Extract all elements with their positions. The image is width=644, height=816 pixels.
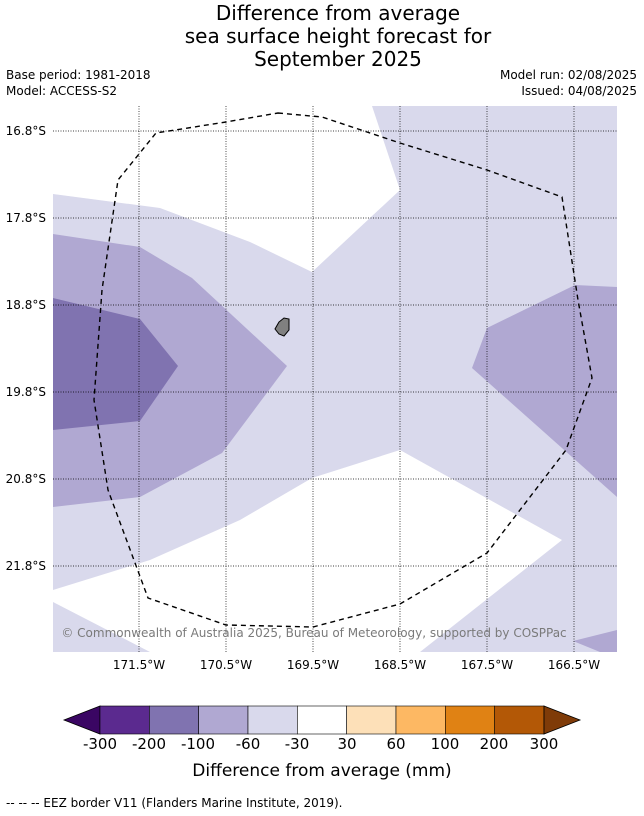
issued-date: Issued: 04/08/2025 (521, 84, 637, 98)
meta-right: Model run: 02/08/2025 Issued: 04/08/2025 (500, 67, 637, 99)
anomaly-band-southeast (573, 630, 617, 652)
colorbar-tick: -200 (131, 735, 167, 753)
lat-label: 17.8°S (6, 211, 46, 225)
niue-island (274, 317, 290, 337)
colorbar-cell (247, 705, 298, 735)
colorbar-cell (346, 705, 397, 735)
colorbar-tick: 300 (529, 735, 559, 753)
colorbar-cell (297, 705, 347, 735)
title-line-2: sea surface height forecast for (184, 24, 492, 48)
colorbar-cells (99, 705, 545, 735)
colorbar-tick: -30 (284, 735, 310, 753)
colorbar-extend-high (543, 705, 582, 735)
lat-labels: 16.8°S 17.8°S 18.8°S 19.8°S 20.8°S 21.8°… (6, 124, 46, 573)
colorbar-cell (198, 705, 249, 735)
colorbar-cell (99, 705, 150, 735)
map-copyright: © Commonwealth of Australia 2025, Bureau… (61, 626, 566, 640)
colorbar-cell (149, 705, 199, 735)
lon-label: 171.5°W (113, 658, 165, 672)
model-name: Model: ACCESS-S2 (6, 84, 118, 98)
anomaly-core-west (53, 298, 178, 430)
lon-label: 168.5°W (374, 658, 426, 672)
meta-left: Base period: 1981-2018 Model: ACCESS-S2 (6, 67, 151, 99)
colorbar-extend-low (62, 705, 101, 735)
colorbar-cell (395, 705, 446, 735)
anomaly-white-north (53, 106, 400, 272)
lon-labels: 171.5°W 170.5°W 169.5°W 168.5°W 167.5°W … (113, 658, 600, 672)
map-title: Difference from average sea surface heig… (0, 2, 644, 71)
lon-label: 170.5°W (200, 658, 252, 672)
anomaly-white-south (53, 450, 562, 652)
model-run: Model run: 02/08/2025 (499, 68, 637, 82)
colorbar-tick: 60 (386, 735, 406, 753)
title-line-3: September 2025 (254, 47, 422, 71)
colorbar-tick: 30 (337, 735, 357, 753)
eez-legend-note: -- -- -- EEZ border V11 (Flanders Marine… (6, 796, 343, 810)
colorbar (62, 705, 582, 735)
grid-lines (53, 106, 617, 652)
eez-border (93, 112, 593, 628)
colorbar-cell (494, 705, 545, 735)
colorbar-tick: -100 (180, 735, 216, 753)
lat-label: 19.8°S (6, 385, 46, 399)
lat-label: 21.8°S (6, 559, 46, 573)
anomaly-band-east (472, 285, 617, 497)
lon-label: 167.5°W (461, 658, 513, 672)
lat-label: 18.8°S (6, 298, 46, 312)
forecast-map[interactable]: © Commonwealth of Australia 2025, Bureau… (0, 100, 644, 680)
colorbar-cell (445, 705, 495, 735)
colorbar-tick: -300 (82, 735, 118, 753)
colorbar-label: Difference from average (mm) (192, 761, 452, 781)
colorbar-ticks: -300 -200 -100 -60 -30 30 60 100 200 300 (0, 735, 644, 755)
colorbar-tick: -60 (235, 735, 261, 753)
lat-label: 20.8°S (6, 472, 46, 486)
lat-label: 16.8°S (6, 124, 46, 138)
colorbar-tick: 100 (430, 735, 460, 753)
lon-label: 166.5°W (548, 658, 600, 672)
base-period: Base period: 1981-2018 (6, 68, 151, 82)
colorbar-tick: 200 (479, 735, 509, 753)
lon-label: 169.5°W (287, 658, 339, 672)
title-line-1: Difference from average (215, 1, 461, 25)
